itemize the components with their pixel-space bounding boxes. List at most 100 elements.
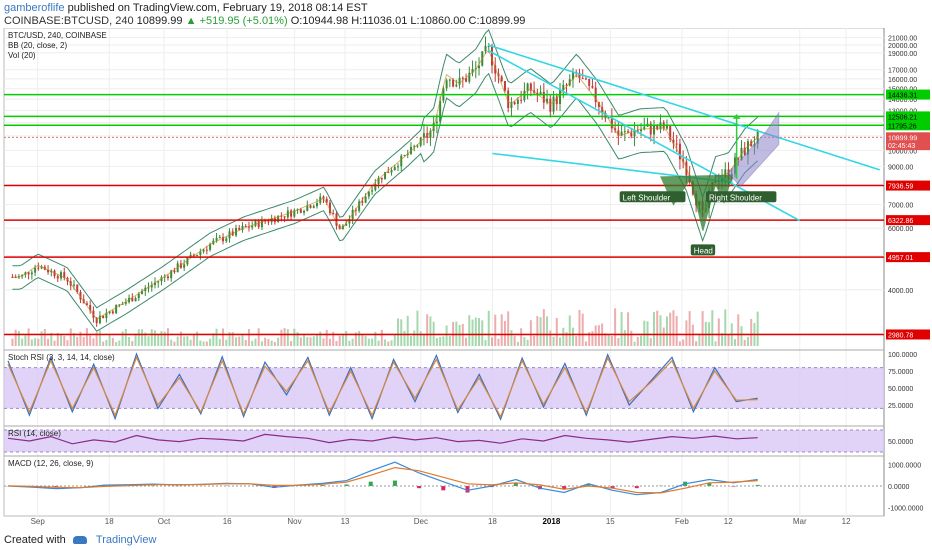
close-value: 10899.99 xyxy=(479,15,526,27)
pane-title: RSI (14, close) xyxy=(8,429,61,438)
candle-body xyxy=(510,102,513,109)
candle-body xyxy=(555,96,558,105)
candle-body xyxy=(627,131,630,133)
level-tag-support xyxy=(886,252,930,263)
candle-body xyxy=(490,45,493,66)
candle-body xyxy=(503,81,506,91)
candle-body xyxy=(656,124,659,130)
price-pane-title: BTC/USD, 240, COINBASE xyxy=(8,31,107,40)
volume-bar xyxy=(555,317,558,346)
volume-bar xyxy=(520,328,523,346)
volume-bar xyxy=(578,309,581,346)
close-label: C: xyxy=(468,15,480,27)
candle-body xyxy=(121,303,124,305)
candle-body xyxy=(746,141,749,155)
bb-upper-band xyxy=(12,29,759,309)
candle-body xyxy=(328,202,331,214)
volume-bar xyxy=(290,341,293,346)
candle-body xyxy=(322,196,325,199)
candle-body xyxy=(652,124,655,135)
macd-histogram-bar xyxy=(707,482,712,486)
volume-bar xyxy=(717,318,720,346)
volume-bar xyxy=(199,340,202,346)
volume-bar xyxy=(85,328,88,346)
chart-canvas[interactable]: Sep18Oct16Nov13Dec18201815Feb12Mar123000… xyxy=(0,28,932,526)
author-link[interactable]: gamberoflife xyxy=(4,2,65,14)
candle-body xyxy=(108,311,111,313)
volume-bar xyxy=(448,335,451,346)
candle-body xyxy=(241,226,244,230)
open-value: 10944.98 xyxy=(302,15,349,27)
symbol-label: COINBASE:BTCUSD, 240 xyxy=(4,15,134,27)
last-price-tag-label: 10899.99 xyxy=(888,135,917,142)
candle-body xyxy=(124,302,127,304)
candle-body xyxy=(157,281,160,283)
candle-body xyxy=(584,78,587,80)
volume-bar xyxy=(387,341,390,346)
y-tick-label: 75.0000 xyxy=(888,369,913,376)
candle-body xyxy=(665,125,668,129)
volume-bar xyxy=(552,336,555,346)
volume-bar xyxy=(280,329,283,346)
volume-bar xyxy=(228,332,231,346)
volume-bar xyxy=(293,328,296,346)
volume-bar xyxy=(633,341,636,346)
volume-bar xyxy=(150,329,153,346)
macd-histogram-bar xyxy=(320,485,325,486)
level-tag-label: 12506.21 xyxy=(888,114,917,121)
volume-bar xyxy=(458,324,461,346)
candle-body xyxy=(361,201,364,203)
level-tag-resistance xyxy=(886,111,930,122)
volume-bar xyxy=(137,329,140,346)
level-tag-label: 11795.26 xyxy=(888,123,917,130)
candle-body xyxy=(588,78,591,86)
volume-bar xyxy=(571,327,574,346)
volume-bar xyxy=(212,333,215,346)
volume-bar xyxy=(665,316,668,346)
candle-body xyxy=(367,191,370,197)
volume-bar xyxy=(478,318,481,346)
open-label: O: xyxy=(290,15,303,27)
volume-bar xyxy=(675,315,678,346)
volume-bar xyxy=(727,334,730,346)
volume-bar xyxy=(121,331,124,346)
volume-bar xyxy=(92,338,95,346)
volume-bar xyxy=(756,311,759,346)
candle-body xyxy=(60,272,63,279)
volume-bar xyxy=(251,340,254,346)
candle-body xyxy=(345,223,348,226)
candle-body xyxy=(471,68,474,73)
volume-bar xyxy=(218,339,221,346)
volume-bar xyxy=(439,336,442,346)
tradingview-brand[interactable]: TradingView xyxy=(95,534,157,546)
volume-bar xyxy=(604,333,607,346)
macd-histogram-bar xyxy=(562,486,567,490)
candle-body xyxy=(571,72,574,80)
low-value: 10860.00 xyxy=(419,15,466,27)
y-tick-label: 10000.00 xyxy=(888,148,917,155)
volume-bar xyxy=(413,330,416,346)
level-tag-support xyxy=(886,215,930,226)
volume-bar xyxy=(358,330,361,346)
volume-bar xyxy=(562,327,565,346)
low-label: L: xyxy=(410,15,420,27)
candle-body xyxy=(325,198,328,203)
candle-body xyxy=(380,177,383,180)
candle-body xyxy=(520,99,523,101)
candle-body xyxy=(332,213,335,215)
volume-bar xyxy=(118,340,121,346)
candle-body xyxy=(513,102,516,104)
candle-body xyxy=(160,277,163,282)
candle-body xyxy=(254,221,257,226)
volume-bar xyxy=(189,339,192,346)
candle-body xyxy=(461,77,464,79)
volume-bar xyxy=(539,317,542,346)
candle-body xyxy=(348,219,351,224)
volume-bar xyxy=(546,316,549,346)
volume-bar xyxy=(364,335,367,346)
candle-body xyxy=(79,292,82,300)
level-tag-resistance xyxy=(886,120,930,131)
volume-bar xyxy=(367,338,370,346)
volume-bar xyxy=(565,332,568,346)
macd-histogram-bar xyxy=(634,486,639,489)
